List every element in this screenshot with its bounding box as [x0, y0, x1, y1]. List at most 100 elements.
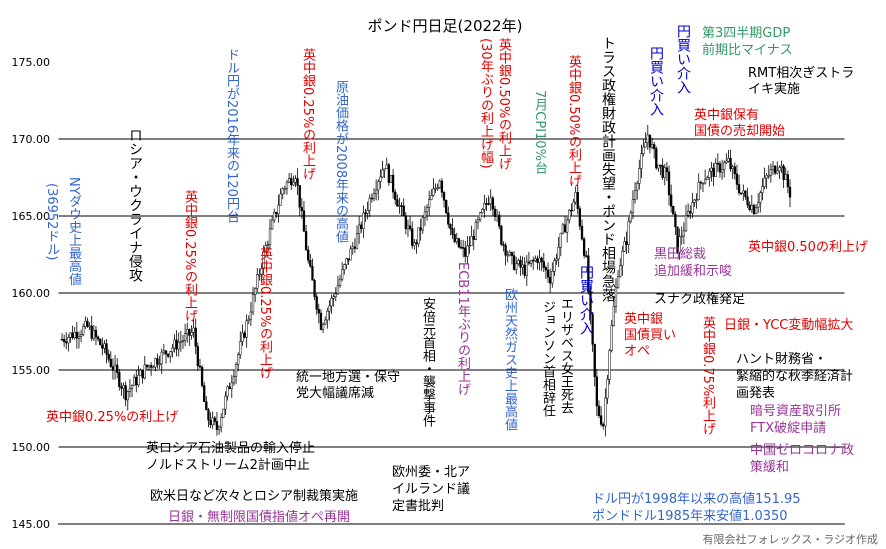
- annotation: 国債の売却開始: [694, 124, 786, 139]
- annotation: 7月CPI10%台: [532, 90, 547, 174]
- candle: [438, 179, 441, 190]
- candle: [784, 167, 787, 180]
- candle-body: [627, 220, 630, 245]
- candle: [101, 337, 104, 356]
- candle-body: [470, 235, 473, 246]
- candle-body: [86, 320, 89, 327]
- candle: [759, 190, 762, 213]
- candle-body: [154, 358, 157, 368]
- candle-body: [561, 224, 565, 234]
- candle: [502, 241, 505, 252]
- candle-body: [633, 189, 637, 200]
- candle-body: [540, 257, 543, 262]
- candle-body: [290, 178, 293, 186]
- candle: [183, 323, 187, 347]
- candle: [761, 178, 764, 201]
- candle: [674, 211, 677, 236]
- candle-body: [489, 197, 492, 204]
- candle-body: [315, 296, 318, 310]
- annotation: 英中銀0.25%の利上げ: [257, 247, 272, 380]
- candle-body: [287, 178, 291, 183]
- candle: [181, 335, 185, 349]
- candle: [585, 250, 588, 258]
- candle-body: [347, 258, 350, 261]
- candle-body: [391, 174, 395, 193]
- candle-body: [92, 329, 95, 339]
- candle: [237, 352, 240, 372]
- candle: [595, 369, 599, 416]
- candle-body: [275, 212, 278, 215]
- candle: [487, 195, 490, 206]
- annotation: 緊縮的な秋季経済計: [736, 369, 854, 384]
- candle: [166, 353, 170, 359]
- candle-body: [549, 276, 552, 284]
- candle: [512, 251, 516, 271]
- candle-body: [672, 205, 675, 215]
- annotation: ポンドドル1985年来安値1.0350: [592, 509, 788, 524]
- candle-body: [623, 241, 626, 252]
- candle-body: [582, 238, 586, 256]
- candle: [646, 124, 649, 150]
- candle-body: [228, 386, 231, 390]
- candle-body: [720, 168, 724, 173]
- candle: [627, 217, 630, 254]
- candle: [77, 331, 81, 349]
- candle: [362, 205, 365, 239]
- candle: [640, 144, 643, 179]
- candle-body: [493, 208, 497, 217]
- candle: [198, 358, 202, 369]
- candle-body: [648, 134, 652, 148]
- candle-body: [181, 340, 185, 342]
- candle-body: [421, 217, 424, 231]
- annotation: 英中銀0.50%の利上げ: [496, 38, 511, 171]
- candle: [523, 257, 526, 279]
- candle: [385, 157, 388, 169]
- annotation: 定書批判: [392, 499, 445, 514]
- candle: [669, 184, 673, 213]
- candle-body: [351, 246, 354, 250]
- candle: [555, 253, 558, 265]
- candle-body: [697, 181, 700, 200]
- candle-body: [585, 255, 588, 257]
- candle: [699, 180, 703, 190]
- candle: [542, 252, 545, 273]
- y-tick-label: 165.00: [12, 210, 51, 223]
- annotation: 欧米日など次々とロシア制裁策実施: [150, 489, 359, 504]
- candle-body: [413, 242, 416, 246]
- candle-body: [691, 202, 694, 214]
- candle: [599, 406, 603, 427]
- candle: [300, 198, 303, 219]
- candle-body: [559, 232, 562, 248]
- candle-body: [249, 311, 253, 320]
- candle-body: [230, 382, 233, 390]
- candle-body: [253, 288, 257, 295]
- candle-body: [188, 329, 191, 336]
- candle-body: [341, 269, 344, 280]
- annotation: ノルドストリーム2計画中止: [146, 458, 310, 473]
- candle-body: [521, 264, 524, 268]
- candle-body: [436, 187, 439, 189]
- candle: [285, 179, 289, 195]
- candle: [391, 169, 395, 199]
- annotation: 英中銀0.25%の利上げ: [46, 410, 179, 425]
- candle-body: [636, 183, 639, 191]
- candle: [676, 226, 679, 255]
- candle: [723, 160, 726, 178]
- candle-body: [65, 341, 68, 344]
- candle-body: [377, 181, 380, 191]
- candle: [445, 199, 448, 215]
- candle-body: [512, 255, 516, 270]
- candle-body: [599, 415, 603, 425]
- candle: [103, 340, 106, 354]
- candle-body: [374, 189, 378, 194]
- candle: [731, 164, 734, 179]
- candle: [307, 245, 310, 264]
- annotation: 円買い介入: [648, 46, 664, 116]
- candle-body: [678, 236, 681, 253]
- candle-body: [580, 225, 584, 240]
- candle-body: [714, 162, 717, 177]
- candle: [563, 216, 567, 233]
- candle-body: [398, 205, 401, 207]
- candle: [113, 355, 117, 380]
- candle: [220, 413, 223, 433]
